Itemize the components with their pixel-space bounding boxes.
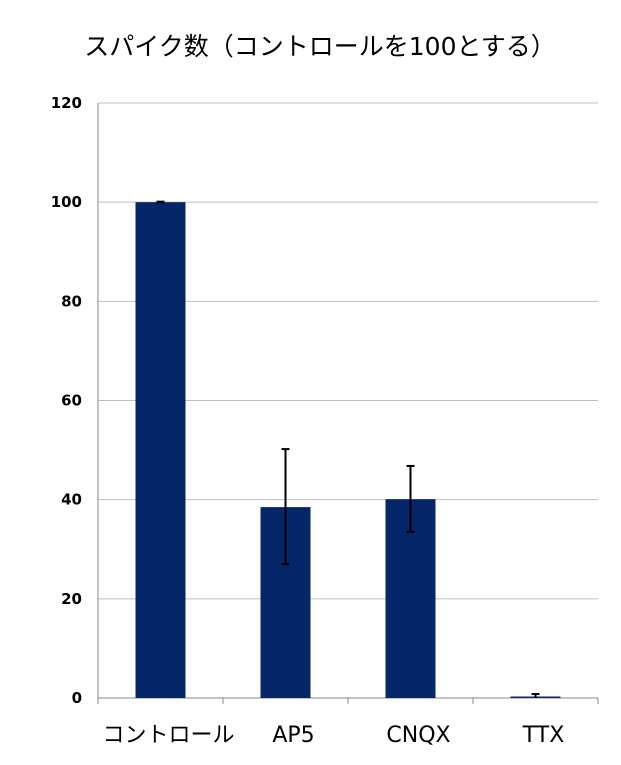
bar-0 xyxy=(135,202,186,698)
y-tick-label: 60 xyxy=(61,392,82,410)
y-tick-label: 120 xyxy=(51,94,82,112)
y-tick-label: 20 xyxy=(61,590,82,608)
y-tick-label: 40 xyxy=(61,491,82,509)
x-tick-label: AP5 xyxy=(272,723,314,748)
chart-title: スパイク数（コントロールを100とする） xyxy=(84,32,555,61)
x-tick-label: TTX xyxy=(522,723,565,748)
y-tick-label: 80 xyxy=(61,292,82,310)
x-tick-label: CNQX xyxy=(386,723,450,748)
y-tick-label: 0 xyxy=(72,689,82,707)
y-tick-label: 100 xyxy=(51,193,82,211)
x-tick-label: コントロール xyxy=(102,723,234,748)
